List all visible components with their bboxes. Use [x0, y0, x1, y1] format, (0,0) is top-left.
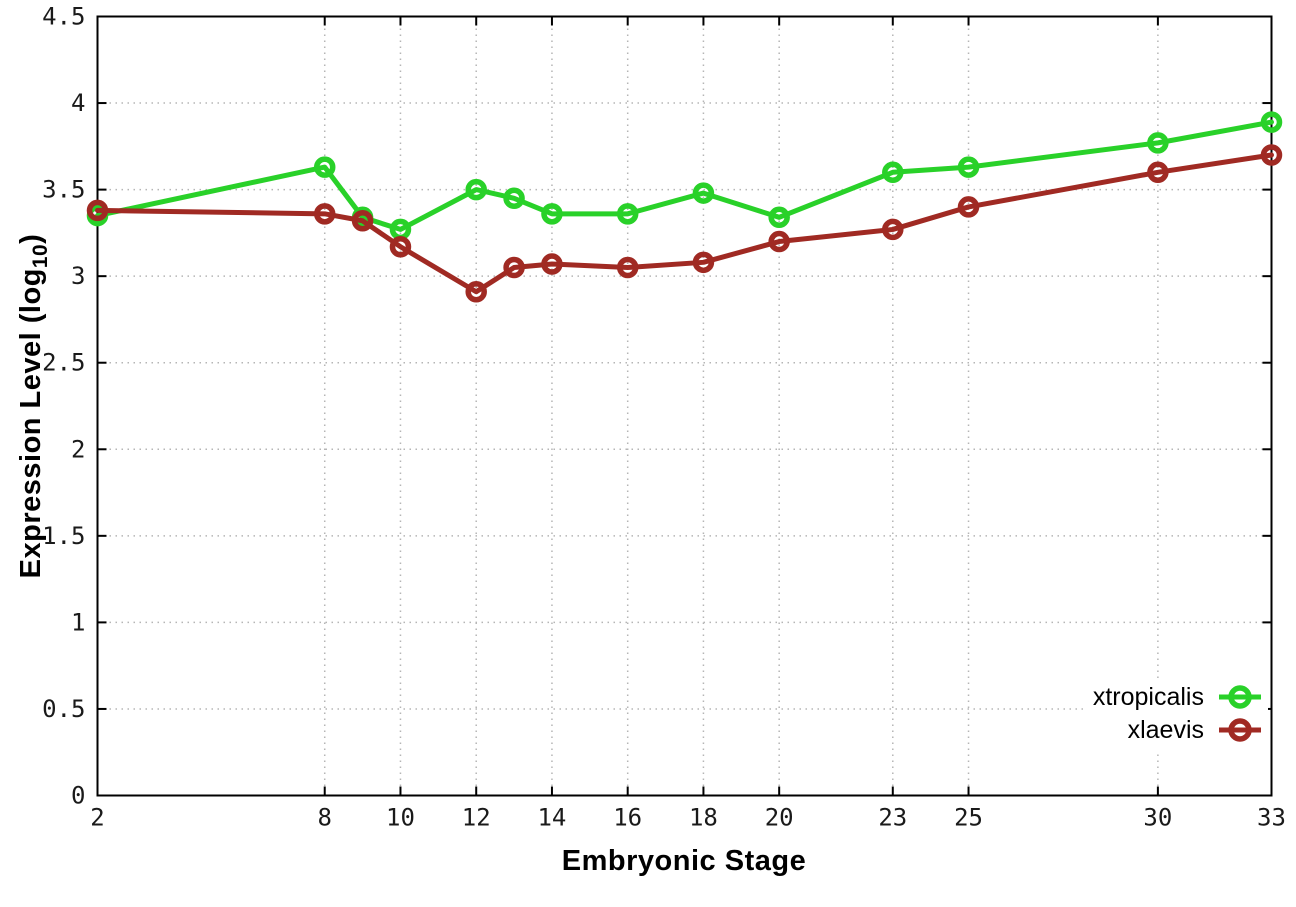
- y-tick-label: 1: [71, 608, 85, 636]
- data-point-xtropicalis: [1147, 132, 1169, 154]
- data-point-xlaevis: [1260, 144, 1283, 166]
- legend: xtropicalis xlaevis: [1082, 679, 1268, 750]
- y-axis-title: Expression Level (log10): [15, 16, 53, 796]
- x-tick-label: 10: [386, 804, 415, 832]
- y-tick-label: 4: [71, 89, 85, 117]
- series-xlaevis: [86, 144, 1283, 303]
- x-tick-label: 2: [90, 804, 104, 832]
- x-tick-label: 25: [954, 804, 983, 832]
- plot-border: [96, 15, 1273, 797]
- y-axis-title-close: ): [15, 233, 47, 244]
- y-tick-label: 1.5: [42, 522, 85, 550]
- y-tick-label: 2: [71, 435, 85, 463]
- x-tick-label: 16: [613, 804, 642, 832]
- data-point-xlaevis: [351, 210, 374, 232]
- y-tick-label: 3.5: [42, 176, 85, 204]
- data-point-xtropicalis: [957, 156, 980, 178]
- data-point-xlaevis: [313, 203, 336, 225]
- x-tick-label: 20: [765, 804, 794, 832]
- data-point-xtropicalis: [503, 187, 525, 210]
- data-point-xtropicalis: [313, 156, 336, 178]
- x-tick-label: 18: [689, 804, 718, 832]
- data-point-xtropicalis: [541, 203, 563, 225]
- x-tick-label: 8: [317, 804, 331, 832]
- y-tick-label: 0: [71, 782, 85, 810]
- data-point-xlaevis: [541, 253, 563, 275]
- x-tick-label: 12: [462, 804, 491, 832]
- data-point-xlaevis: [389, 235, 412, 258]
- y-tick-label: 2.5: [42, 349, 85, 377]
- data-point-xlaevis: [503, 256, 525, 279]
- legend-item-xtropicalis: xtropicalis: [1093, 681, 1264, 713]
- xtropicalis-marker-icon: [1219, 685, 1261, 709]
- legend-label-xlaevis: xlaevis: [1127, 715, 1204, 744]
- data-point-xtropicalis: [692, 182, 715, 204]
- axis-ticks: [96, 15, 1273, 797]
- data-point-xlaevis: [465, 280, 487, 303]
- data-point-xlaevis: [616, 256, 639, 279]
- legend-item-xlaevis: xlaevis: [1093, 714, 1264, 746]
- y-axis-title-subscript: 10: [28, 243, 52, 269]
- x-tick-label: 23: [878, 804, 907, 832]
- data-point-xlaevis: [692, 251, 715, 274]
- xlaevis-marker-icon: [1219, 718, 1261, 742]
- y-tick-label: 4.5: [42, 3, 85, 31]
- data-point-xlaevis: [957, 196, 980, 218]
- y-tick-label: 3: [71, 262, 85, 290]
- x-axis-title: Embryonic Stage: [561, 845, 807, 877]
- data-point-xtropicalis: [882, 161, 904, 184]
- data-point-xlaevis: [768, 230, 790, 253]
- y-axis-title-text: Expression Level (log: [15, 268, 47, 579]
- data-point-xtropicalis: [616, 203, 639, 225]
- data-point-xtropicalis: [465, 178, 487, 201]
- data-point-xlaevis: [86, 199, 109, 222]
- tick-labels: 2 8 10 12 14 16 18 20 23 25 30 33 0 0.5 1 1.5 2 2.5 3 3.5 4 4…: [42, 3, 1286, 832]
- data-point-xlaevis: [1147, 161, 1169, 184]
- x-tick-label: 14: [537, 804, 566, 832]
- series-xtropicalis: [86, 111, 1283, 241]
- legend-label-xtropicalis: xtropicalis: [1092, 682, 1204, 711]
- data-point-xtropicalis: [768, 206, 790, 229]
- y-tick-label: 0.5: [42, 695, 85, 723]
- data-point-xlaevis: [882, 218, 904, 241]
- x-tick-label: 30: [1143, 804, 1172, 832]
- x-tick-label: 33: [1257, 804, 1286, 832]
- data-point-xtropicalis: [1260, 111, 1283, 133]
